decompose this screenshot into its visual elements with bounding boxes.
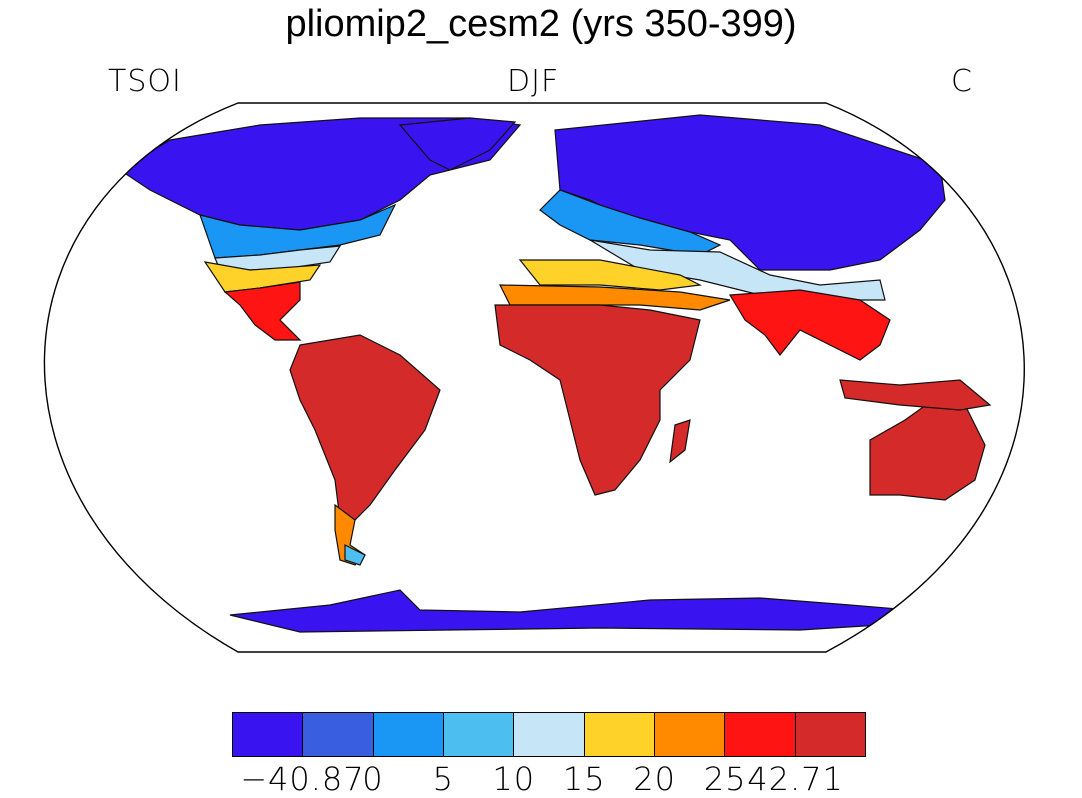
colorbar-swatch (514, 713, 585, 756)
colorbar-tick-label: 5 (432, 760, 455, 798)
map-title: pliomip2_cesm2 (yrs 350-399) (285, 3, 797, 45)
australia (869, 394, 986, 501)
colorbar-swatch (303, 713, 374, 756)
asia-cool (589, 239, 886, 301)
colorbar-tick-label: 15 (562, 760, 606, 798)
mexico (223, 281, 302, 341)
colorbar-tick-label: 25 (703, 760, 747, 798)
colorbar-swatch (233, 713, 304, 756)
colorbar-tick-label: −40.87 (240, 760, 365, 798)
asia-warm (518, 259, 703, 291)
colorbar-swatch (443, 713, 515, 756)
south-asia (728, 289, 891, 361)
greenland (398, 117, 517, 171)
colorbar-tick-label: 0 (362, 760, 384, 798)
south-america (289, 334, 441, 526)
colorbar-swatch (584, 713, 655, 756)
units-label: C (951, 64, 973, 99)
globe-outline (43, 102, 1025, 653)
colorbar-swatch (795, 713, 865, 756)
colorbar-swatch (725, 713, 796, 756)
colorbar-swatch (654, 713, 726, 756)
colorbar (232, 712, 866, 757)
new-zealand (994, 494, 1025, 536)
variable-label: TSOI (108, 64, 182, 99)
indonesia (839, 379, 992, 411)
colorbar-swatch (373, 713, 444, 756)
patagonia (344, 544, 366, 566)
season-label: DJF (507, 64, 560, 99)
colorbar-tick-label: 20 (633, 760, 677, 798)
africa (494, 304, 701, 496)
madagascar (669, 419, 691, 464)
colorbar-tick-label: 42.71 (747, 760, 844, 798)
colorbar-tick-label: 10 (492, 760, 536, 798)
antarctica (229, 589, 913, 633)
